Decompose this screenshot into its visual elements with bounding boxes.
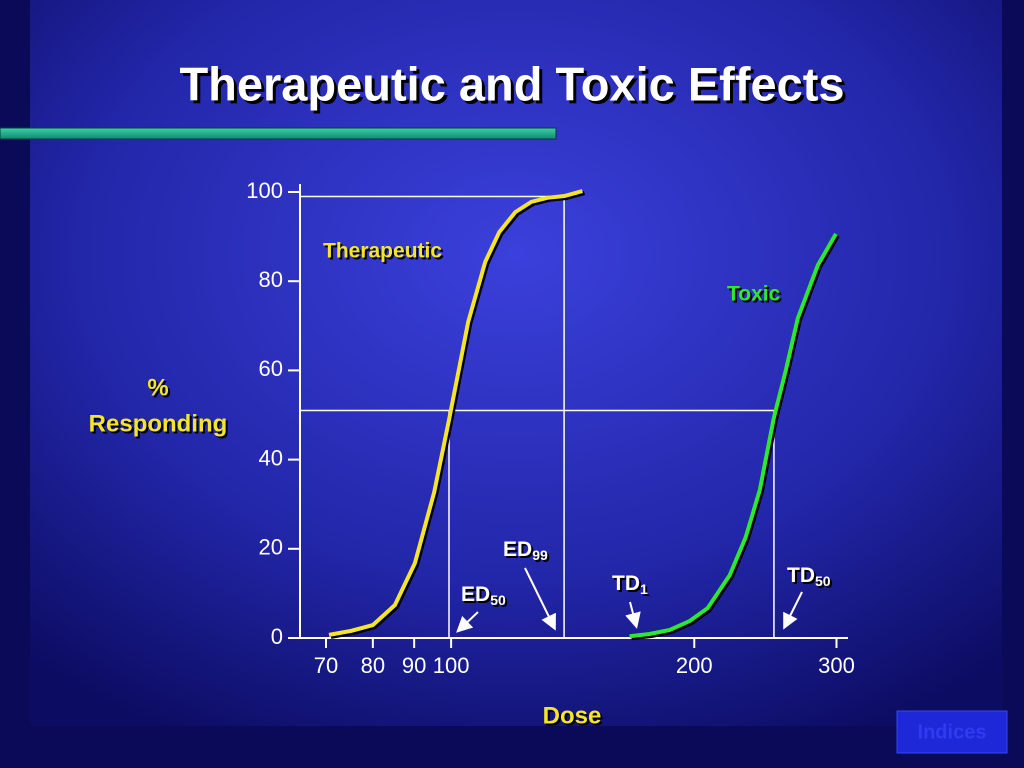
arrows bbox=[456, 567, 803, 633]
button-label[interactable]: Indices bbox=[918, 721, 987, 743]
series-label: Therapeutic bbox=[323, 240, 442, 263]
series-label: Toxic bbox=[727, 283, 781, 306]
arrow bbox=[783, 591, 803, 630]
y-tick-label: 100 bbox=[246, 178, 283, 203]
y-tick-label: 80 bbox=[259, 267, 283, 292]
y-tick-label: 60 bbox=[259, 356, 283, 381]
series-line bbox=[629, 232, 838, 639]
y-axis-label: Responding bbox=[89, 410, 228, 437]
annotation: ED50 bbox=[461, 583, 506, 608]
y-tick-label: 0 bbox=[271, 624, 283, 649]
y-tick-label: 20 bbox=[259, 535, 283, 560]
annotation-text: ED bbox=[503, 538, 532, 561]
y-axis-label: % bbox=[147, 374, 168, 401]
annotation-text: TD bbox=[612, 572, 640, 595]
x-tick-label: 90 bbox=[402, 653, 426, 678]
arrow bbox=[456, 611, 479, 633]
annotation-text: TD bbox=[787, 564, 815, 587]
series-shadow bbox=[330, 191, 585, 639]
chart-title: Therapeutic and Toxic Effects bbox=[179, 57, 844, 110]
series-shadow bbox=[631, 234, 840, 641]
arrow bbox=[524, 567, 556, 631]
annotation-sub: 50 bbox=[490, 592, 506, 608]
y-tick-label: 40 bbox=[259, 445, 283, 470]
series-line bbox=[328, 189, 583, 637]
annotation: TD50 bbox=[787, 564, 831, 589]
annotation-sub: 1 bbox=[640, 581, 648, 597]
annotation: TD1 bbox=[612, 572, 648, 597]
x-tick-label: 300 bbox=[818, 653, 855, 678]
annotation-sub: 99 bbox=[532, 547, 548, 563]
background bbox=[30, 0, 1002, 726]
annotation: ED99 bbox=[503, 538, 548, 563]
button[interactable] bbox=[896, 710, 1008, 754]
title-underline bbox=[0, 127, 557, 140]
x-tick-label: 100 bbox=[433, 653, 470, 678]
x-tick-label: 70 bbox=[314, 653, 338, 678]
annotation-text: ED bbox=[461, 583, 490, 606]
x-axis-label: Dose bbox=[543, 702, 602, 729]
annotation-sub: 50 bbox=[815, 573, 831, 589]
x-tick-label: 80 bbox=[361, 653, 385, 678]
arrow bbox=[625, 601, 641, 629]
x-tick-label: 200 bbox=[676, 653, 713, 678]
